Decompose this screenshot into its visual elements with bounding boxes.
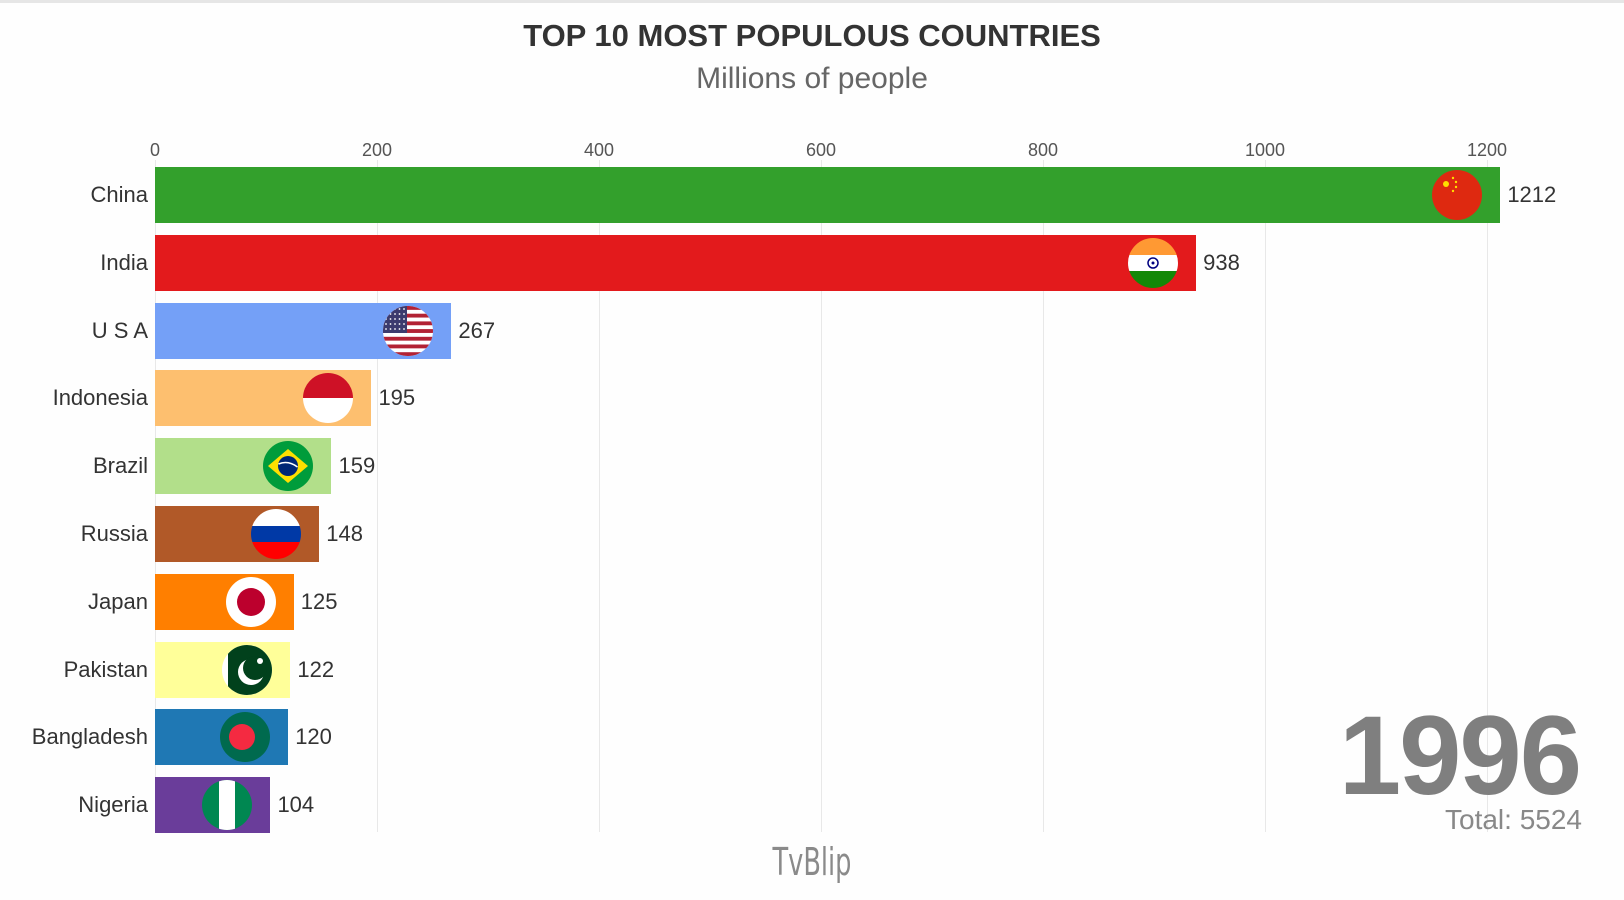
china-flag-icon — [1432, 170, 1483, 220]
bangladesh-flag-icon — [220, 712, 271, 763]
country-label: Russia — [80, 521, 148, 546]
bar-row: Brazil 159 — [0, 438, 1624, 495]
x-tick-label: 800 — [1027, 140, 1059, 160]
x-tick-label: 1000 — [1244, 140, 1286, 160]
pakistan-flag-icon — [222, 644, 273, 695]
gridline — [1043, 160, 1044, 832]
bar-row: Pakistan 122 — [0, 641, 1624, 698]
bar-row: Japan 125 — [0, 573, 1624, 630]
watermark: TvBlip — [772, 840, 852, 884]
gridline — [821, 160, 822, 832]
value-label: 122 — [297, 656, 335, 682]
gridline — [155, 160, 156, 832]
gridline — [1265, 160, 1266, 832]
country-label: U S A — [91, 317, 148, 343]
bar-row: Bangladesh 120 — [0, 709, 1624, 766]
country-label: Bangladesh — [31, 724, 148, 750]
bar-row: Russia 148 — [0, 506, 1624, 562]
x-tick-label: 1200 — [1466, 140, 1508, 160]
bar-row: Indonesia 195 — [0, 370, 1624, 427]
x-tick-label: 400 — [583, 140, 615, 160]
value-label: 938 — [1203, 249, 1240, 275]
value-label: 267 — [458, 317, 496, 343]
bar-row: India 938 — [0, 234, 1624, 291]
x-tick-label: 200 — [361, 140, 393, 160]
country-label: Nigeria — [78, 792, 148, 818]
chart-title: TOP 10 MOST POPULOUS COUNTRIES — [523, 18, 1101, 53]
country-label: China — [90, 182, 148, 207]
brazil-flag-icon — [263, 441, 314, 492]
top-border — [0, 0, 1624, 3]
value-label: 195 — [378, 385, 416, 411]
india-flag-icon — [1128, 237, 1179, 288]
country-label: Indonesia — [52, 385, 148, 411]
japan-flag-icon — [225, 576, 276, 627]
country-label: Japan — [88, 588, 148, 614]
bar — [155, 234, 1197, 291]
gridline — [377, 160, 378, 832]
value-label: 125 — [300, 588, 338, 614]
country-label: India — [100, 249, 148, 275]
usa-flag-icon — [383, 305, 434, 356]
value-label: 159 — [338, 453, 376, 479]
russia-flag-icon — [251, 509, 302, 559]
bar — [155, 167, 1501, 223]
country-label: Brazil — [92, 453, 148, 479]
value-label: 148 — [326, 521, 363, 546]
value-label: 1212 — [1507, 182, 1557, 207]
gridline — [599, 160, 600, 832]
bar-row: China 1212 — [0, 167, 1624, 223]
country-label: Pakistan — [63, 656, 148, 682]
bar-row: Nigeria 104 — [0, 777, 1624, 834]
year-label: 1996 — [1338, 693, 1582, 818]
x-tick-label: 0 — [149, 140, 160, 160]
value-label: 104 — [277, 792, 315, 818]
chart-subtitle: Millions of people — [696, 62, 928, 95]
x-tick-label: 600 — [805, 140, 837, 160]
value-label: 120 — [295, 724, 332, 750]
total-label: Total: 5524 — [1445, 804, 1582, 835]
gridline — [1487, 160, 1488, 832]
nigeria-flag-icon — [202, 780, 253, 831]
bar-row: U S A 267 — [0, 302, 1624, 359]
